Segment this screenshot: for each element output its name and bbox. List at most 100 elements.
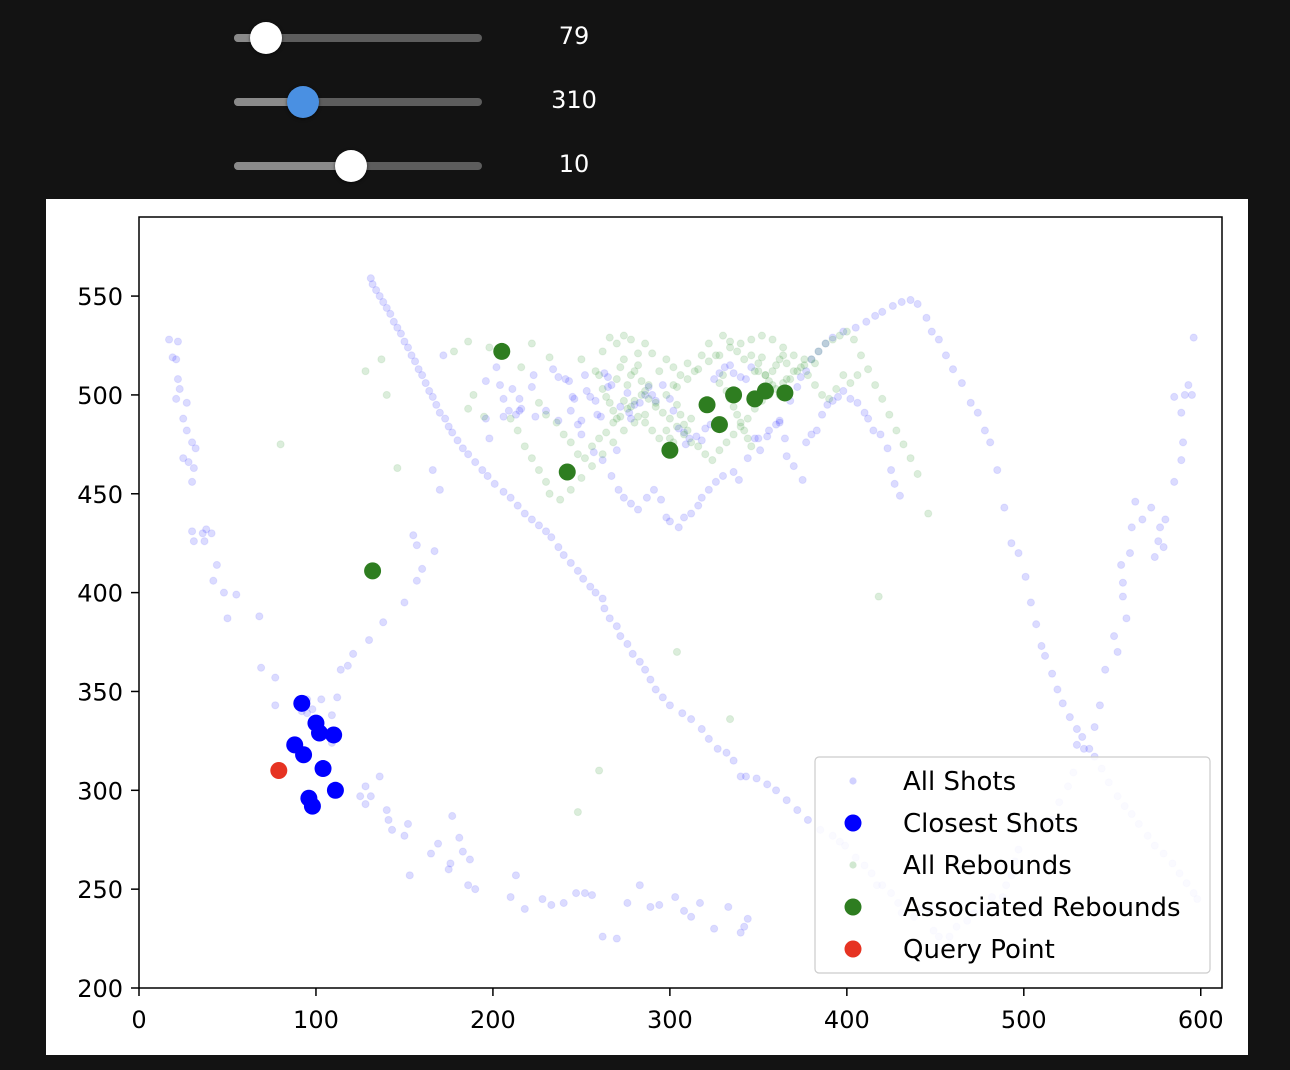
all-shots-point (862, 317, 871, 326)
all-shots-point (379, 618, 388, 627)
all-shots-point (554, 543, 563, 552)
all-shots-point (1159, 543, 1168, 552)
all-rebounds-point (711, 351, 720, 360)
all-shots-point (860, 408, 869, 417)
all-rebounds-point (856, 351, 866, 360)
all-shots-point (1007, 539, 1016, 548)
all-shots-point (513, 501, 522, 510)
all-rebounds-point (619, 396, 628, 405)
all-shots-point (1053, 685, 1062, 694)
x-tick-label: 0 (131, 1006, 146, 1034)
all-shots-point (361, 800, 370, 809)
all-rebounds-point (669, 363, 678, 372)
all-rebounds-point (814, 347, 823, 356)
all-shots-point (529, 371, 538, 380)
all-shots-point (538, 894, 547, 904)
all-rebounds-point (464, 337, 473, 346)
all-shots-point (807, 355, 816, 364)
all-shots-point (704, 485, 713, 494)
all-rebounds-point (747, 335, 756, 344)
all-rebounds-point (626, 335, 636, 344)
all-rebounds-point (828, 335, 837, 344)
all-shots-point (679, 428, 689, 437)
all-rebounds-point (655, 434, 664, 443)
all-shots-point (763, 780, 772, 789)
all-shots-point (375, 772, 384, 781)
all-shots-point (1118, 592, 1128, 601)
all-shots-point (697, 493, 706, 502)
all-shots-point (333, 693, 342, 702)
all-shots-point (878, 307, 887, 316)
all-shots-point (612, 934, 621, 943)
all-shots-point (596, 412, 605, 421)
y-tick-label: 200 (77, 975, 123, 1003)
all-shots-point (851, 323, 860, 332)
all-shots-point (471, 885, 480, 894)
all-shots-point (853, 398, 862, 407)
all-rebounds-point (708, 456, 717, 465)
all-shots-point (695, 898, 705, 908)
all-shots-point (455, 833, 464, 842)
all-rebounds-point (630, 367, 639, 376)
all-shots-point (718, 471, 728, 481)
all-shots-point (566, 406, 575, 415)
all-shots-point (764, 426, 774, 435)
all-rebounds-point (520, 442, 529, 451)
all-shots-point (257, 663, 266, 672)
all-rebounds-point (853, 371, 862, 380)
all-shots-point (1040, 651, 1050, 660)
associated-rebounds-point (756, 382, 774, 400)
closest-shots-point (295, 746, 313, 764)
all-shots-point (823, 400, 832, 409)
all-rebounds-point (449, 347, 459, 356)
all-shots-point (448, 428, 457, 437)
all-shots-point (665, 517, 674, 526)
all-rebounds-point (566, 485, 575, 494)
all-shots-point (520, 904, 529, 914)
all-shots-point (828, 333, 837, 342)
plot-frame (138, 216, 1223, 989)
all-shots-point (458, 444, 467, 453)
all-shots-point (1113, 647, 1122, 657)
all-shots-point (1184, 380, 1193, 390)
all-rebounds-point (644, 380, 653, 390)
chart-figure: 0 100 200 300 400 500 600 200 250 300 350 400 450 50… (46, 199, 1248, 1055)
all-shots-point (412, 576, 421, 585)
n-closest-slider-thumb[interactable] (334, 150, 367, 182)
all-shots-point (752, 774, 761, 783)
all-rebounds-point (591, 367, 600, 376)
all-rebounds-point (821, 339, 830, 348)
y-pos-slider[interactable] (234, 86, 482, 118)
all-shots-point (655, 900, 664, 910)
y-pos-value: 310 (551, 86, 597, 114)
all-shots-point (603, 382, 613, 392)
all-rebounds-point (545, 353, 554, 362)
all-rebounds-point (527, 339, 536, 348)
x-pos-slider[interactable] (234, 22, 482, 54)
all-shots-point (681, 440, 690, 449)
all-shots-point (481, 414, 490, 423)
all-shots-point (796, 373, 805, 382)
all-shots-point (591, 588, 600, 597)
n-closest-slider[interactable] (234, 150, 482, 182)
all-shots-point (674, 523, 683, 532)
all-rebounds-point (479, 412, 489, 421)
all-shots-point (430, 547, 439, 556)
all-shots-point (382, 805, 391, 815)
y-pos-slider-thumb[interactable] (287, 86, 320, 118)
all-shots-point (458, 847, 467, 856)
x-tick-label: 400 (824, 1006, 870, 1034)
all-shots-point (428, 465, 437, 475)
legend-box (814, 756, 1211, 974)
all-shots-point (697, 724, 706, 734)
x-pos-slider-thumb[interactable] (250, 22, 283, 54)
all-rebounds-point (641, 339, 650, 348)
all-shots-point (541, 406, 551, 415)
all-shots-point (665, 701, 674, 710)
all-shots-point (1178, 438, 1188, 447)
all-rebounds-point (393, 463, 402, 473)
all-shots-point (425, 386, 434, 396)
all-rebounds-point (683, 359, 692, 368)
all-shots-point (1177, 456, 1186, 465)
all-shots-point (232, 590, 241, 599)
